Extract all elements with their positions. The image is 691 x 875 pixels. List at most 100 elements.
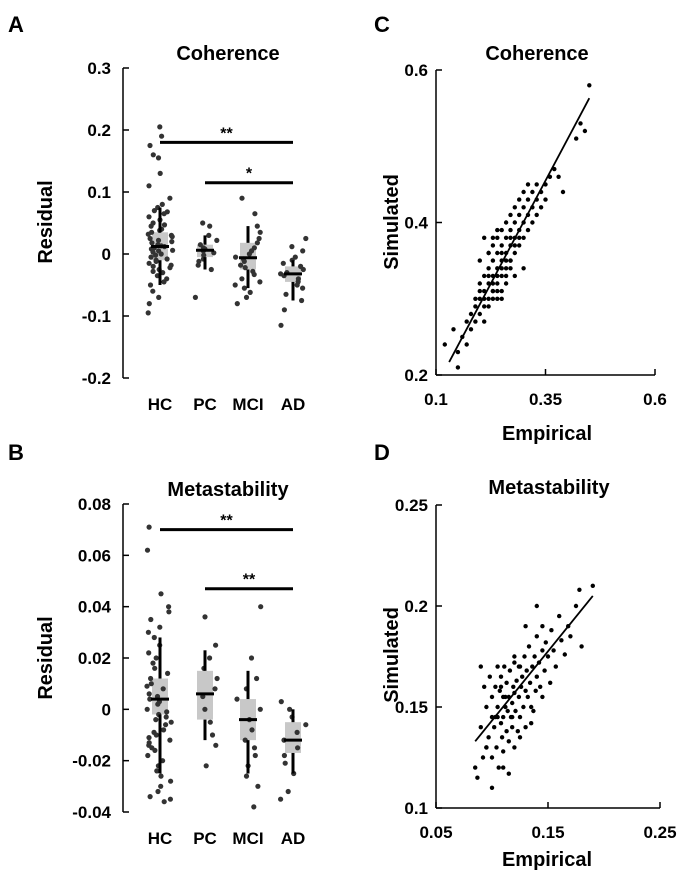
data-point-ad bbox=[278, 322, 284, 328]
data-point bbox=[503, 694, 508, 700]
data-point-hc bbox=[157, 170, 163, 176]
data-point bbox=[484, 704, 489, 710]
data-point bbox=[468, 327, 474, 332]
data-point bbox=[499, 273, 504, 279]
data-point-hc bbox=[155, 155, 162, 161]
data-point bbox=[534, 603, 539, 609]
data-point-hc bbox=[148, 254, 154, 260]
y-tick-label: 0.04 bbox=[78, 598, 112, 617]
data-point-hc bbox=[145, 310, 151, 316]
data-point bbox=[512, 654, 517, 659]
data-point-mci bbox=[246, 251, 252, 257]
data-point bbox=[517, 243, 522, 248]
data-point bbox=[484, 745, 489, 750]
data-point-mci bbox=[251, 271, 257, 278]
data-point bbox=[498, 674, 504, 679]
data-point bbox=[534, 674, 539, 679]
data-point-hc bbox=[148, 675, 154, 682]
panel-letter-c: C bbox=[374, 12, 390, 37]
data-point bbox=[473, 304, 478, 309]
panel-c: C Coherence Empirical Simulated 0.20.40.… bbox=[374, 12, 667, 445]
data-point-hc bbox=[150, 152, 156, 158]
data-point-mci bbox=[243, 294, 250, 300]
data-point bbox=[490, 235, 496, 240]
data-point bbox=[527, 680, 533, 685]
y-tick-label: -0.02 bbox=[72, 752, 111, 771]
data-point-pc bbox=[208, 266, 214, 273]
data-point bbox=[468, 311, 474, 317]
y-tick-label: 0.25 bbox=[395, 496, 428, 515]
data-point-hc bbox=[152, 665, 158, 671]
data-point bbox=[473, 319, 478, 324]
y-tick-label: 0 bbox=[102, 700, 111, 719]
data-point-mci bbox=[241, 258, 247, 264]
data-point bbox=[503, 258, 509, 263]
data-point-hc bbox=[151, 208, 157, 214]
y-tick-label: 0.15 bbox=[395, 698, 428, 717]
data-point-mci bbox=[241, 285, 247, 291]
data-point-mci bbox=[251, 745, 258, 751]
data-point-pc bbox=[192, 294, 198, 300]
data-point bbox=[516, 664, 522, 669]
panel-c-title: Coherence bbox=[485, 43, 588, 65]
fit-line bbox=[448, 97, 591, 363]
data-point bbox=[493, 684, 498, 689]
data-point bbox=[512, 273, 517, 279]
data-point bbox=[477, 296, 482, 301]
data-point bbox=[512, 220, 517, 225]
data-point bbox=[520, 674, 525, 679]
data-point bbox=[525, 227, 531, 233]
data-point bbox=[502, 664, 507, 669]
data-point bbox=[482, 273, 487, 279]
data-point-hc bbox=[158, 773, 164, 779]
panel-letter-d: D bbox=[374, 440, 390, 465]
data-point-mci bbox=[251, 804, 257, 810]
data-point bbox=[475, 775, 480, 780]
data-point-mci bbox=[257, 706, 263, 712]
data-point-hc bbox=[157, 124, 163, 130]
data-point-hc bbox=[170, 247, 176, 253]
data-point-ad bbox=[289, 244, 295, 250]
x-tick-label-ad: AD bbox=[281, 395, 306, 414]
data-point-ad bbox=[287, 706, 293, 712]
data-point bbox=[512, 250, 517, 256]
data-point bbox=[503, 273, 509, 279]
data-point bbox=[531, 708, 536, 714]
data-point-hc bbox=[169, 234, 175, 240]
data-point bbox=[573, 603, 579, 609]
data-point bbox=[482, 235, 487, 240]
y-tick-label: 0.06 bbox=[78, 546, 111, 565]
data-point-hc bbox=[169, 239, 175, 245]
data-point bbox=[490, 296, 496, 301]
data-point bbox=[486, 304, 491, 309]
data-point-hc bbox=[156, 294, 162, 300]
data-point bbox=[521, 235, 526, 240]
x-tick-label-pc: PC bbox=[193, 395, 217, 414]
data-point-hc bbox=[159, 201, 165, 207]
panel-b-title: Metastability bbox=[167, 479, 289, 501]
data-point bbox=[510, 714, 515, 720]
data-point bbox=[505, 708, 510, 714]
data-point-hc bbox=[150, 263, 156, 269]
data-point-hc bbox=[158, 591, 164, 597]
data-point bbox=[513, 708, 518, 714]
data-point bbox=[495, 235, 500, 240]
data-point bbox=[521, 704, 526, 710]
panel-d-title: Metastability bbox=[488, 477, 610, 499]
data-point-hc bbox=[150, 288, 156, 294]
data-point-hc bbox=[157, 624, 163, 630]
data-point bbox=[480, 755, 486, 760]
data-point bbox=[511, 684, 516, 689]
data-point bbox=[489, 785, 495, 790]
data-point bbox=[532, 654, 537, 659]
data-point-hc bbox=[146, 183, 152, 189]
data-point-hc bbox=[161, 211, 167, 217]
data-point bbox=[486, 250, 491, 256]
data-point bbox=[501, 714, 506, 720]
y-tick-label: 0.2 bbox=[404, 366, 428, 385]
data-point bbox=[504, 729, 509, 734]
data-point bbox=[540, 694, 545, 700]
data-point-hc bbox=[152, 747, 158, 754]
data-point-hc bbox=[160, 686, 166, 692]
data-point bbox=[517, 735, 523, 740]
